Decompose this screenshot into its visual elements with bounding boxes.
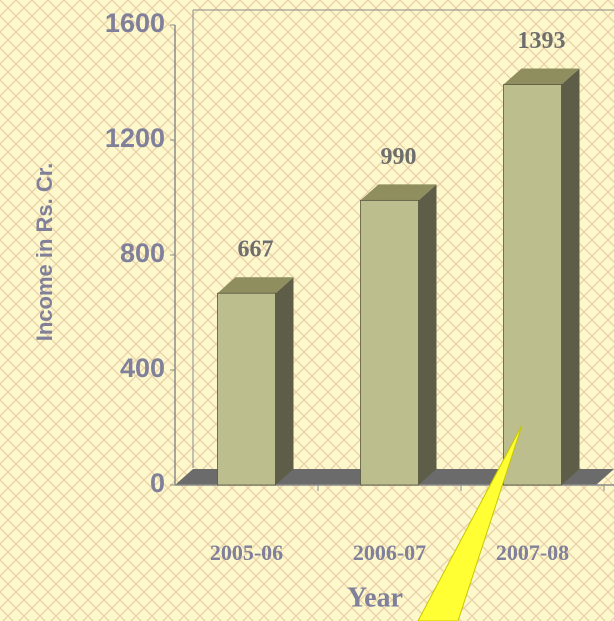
y-tick-label: 1600 <box>105 8 165 38</box>
y-axis-label: Income in Rs. Cr. <box>32 163 57 342</box>
y-tick-label: 0 <box>150 468 165 498</box>
data-label: 1393 <box>518 28 566 54</box>
bar-side <box>275 277 294 485</box>
x-axis-label: Year <box>347 582 403 613</box>
y-tick-label: 400 <box>120 353 165 383</box>
x-tick-label: 2006-07 <box>353 540 426 565</box>
y-tick-label: 800 <box>120 238 165 268</box>
bar-side <box>418 184 437 485</box>
bar <box>360 199 419 486</box>
data-label: 667 <box>238 237 274 263</box>
bar <box>217 292 276 486</box>
bar <box>503 84 562 486</box>
x-tick-label: 2007-08 <box>496 540 569 565</box>
y-tick-label: 1200 <box>105 123 165 153</box>
data-label: 990 <box>381 144 417 170</box>
x-tick-label: 2005-06 <box>210 540 283 565</box>
bar-top <box>217 277 294 294</box>
bar-top <box>503 68 580 85</box>
bar-side <box>561 68 580 485</box>
callout-pointer <box>417 424 523 621</box>
bar-top <box>360 184 437 201</box>
